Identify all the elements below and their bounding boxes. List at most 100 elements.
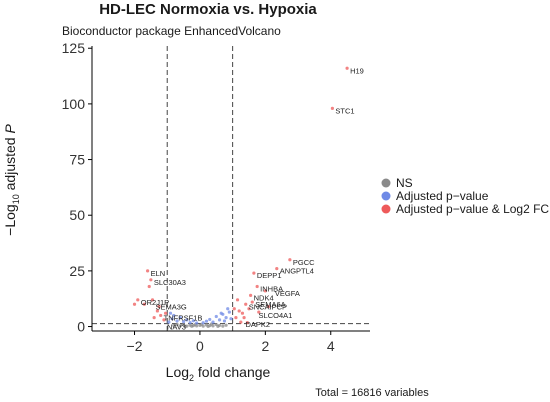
data-point [263, 289, 267, 293]
data-point [255, 284, 259, 289]
x-axis-label-prefix: Log [166, 364, 189, 380]
data-point [162, 318, 166, 322]
data-point [159, 313, 163, 318]
x-tick-label: 4 [327, 338, 335, 354]
data-point [217, 318, 222, 322]
gene-label: SLC30A3 [154, 278, 186, 287]
data-point [208, 317, 212, 322]
gene-label: ELN [151, 269, 166, 278]
gene-label: SLCO4A1 [259, 311, 293, 320]
legend-label: Adjusted p−value [396, 189, 489, 203]
data-point [183, 324, 187, 328]
data-point [150, 298, 155, 302]
gene-label: INHBA [260, 284, 283, 293]
gene-label: VEGFA [275, 289, 300, 298]
data-point [226, 307, 230, 311]
data-point [142, 302, 146, 306]
x-tick-label: −2 [127, 338, 143, 354]
data-point [229, 317, 233, 321]
gene-label: SNCAIPCP [249, 302, 287, 311]
y-axis-label-prefix: −Log [2, 204, 18, 236]
data-point [168, 311, 173, 315]
data-point [219, 311, 223, 315]
data-point [188, 320, 192, 325]
legend-swatch [381, 178, 391, 188]
gene-label: OR2J1P [141, 298, 169, 307]
y-axis-label-suffix: adjusted [2, 134, 18, 195]
legend-label: NS [396, 176, 413, 190]
data-point [170, 317, 174, 321]
data-point [237, 309, 241, 313]
data-point [136, 298, 140, 302]
data-point [175, 319, 179, 323]
data-point [244, 302, 248, 306]
data-point [185, 318, 189, 322]
chart-subtitle: Bioconductor package EnhancedVolcano [62, 24, 281, 38]
data-point [204, 319, 209, 323]
data-point [157, 304, 161, 309]
data-point [167, 320, 171, 324]
y-axis-label-italic: P [2, 124, 18, 134]
gene-label: DEPP1 [257, 271, 282, 280]
data-point [172, 313, 176, 318]
data-point [234, 316, 238, 320]
data-point [330, 106, 334, 110]
gene-label: STC1 [335, 106, 354, 115]
y-tick-label: 75 [69, 152, 85, 168]
data-point [178, 324, 182, 328]
data-point [257, 310, 261, 314]
data-point [242, 316, 246, 320]
data-point [195, 321, 199, 325]
data-point [155, 309, 160, 313]
data-point [224, 323, 228, 327]
x-tick-label: 2 [261, 338, 269, 354]
data-point [235, 298, 240, 302]
x-axis-label: Log2 fold change [166, 364, 271, 383]
cutoff-lines [92, 46, 370, 331]
data-point [221, 324, 225, 328]
y-tick-label: 100 [62, 96, 86, 112]
data-point [288, 258, 292, 262]
chart-title: HD-LEC Normoxia vs. Hypoxia [99, 1, 317, 18]
data-point [245, 320, 249, 325]
data-point [239, 320, 243, 324]
data-point [175, 322, 179, 326]
data-point [178, 316, 182, 320]
data-point [206, 324, 210, 329]
axes [91, 46, 370, 332]
plot-panel [92, 46, 370, 331]
data-point [267, 304, 271, 309]
data-point [132, 302, 137, 306]
data-point [211, 320, 215, 324]
data-point [163, 311, 168, 315]
data-point [201, 321, 205, 325]
y-axis-label-subscript: 10 [11, 194, 21, 204]
data-point [190, 324, 194, 328]
legend-swatch [381, 191, 391, 201]
data-point [172, 323, 176, 328]
data-point [227, 310, 231, 314]
data-point [214, 314, 218, 319]
data-point [345, 66, 349, 70]
gene-label: TNFRSF1B [164, 313, 203, 322]
data-point [275, 267, 279, 271]
tick-labels: −2 0 2 4 0 25 50 75 100 125 [62, 40, 335, 354]
y-tick-label: 125 [62, 40, 86, 56]
data-point [252, 271, 256, 275]
legend-label: Adjusted p−value & Log2 FC [396, 202, 549, 216]
x-axis-label-subscript: 2 [189, 373, 194, 383]
x-tick-label: 0 [196, 338, 204, 354]
data-point [152, 316, 156, 320]
data-points [132, 66, 349, 329]
data-point [181, 320, 186, 324]
gene-label: DAPK2 [245, 320, 270, 329]
gene-label: H19 [350, 66, 364, 75]
data-point [240, 311, 245, 315]
data-point [249, 293, 253, 297]
gene-labels: H19STC1PGCCANGPTL4DEPP1VEGFAINHBANDK4SEM… [141, 66, 364, 331]
data-point [146, 269, 150, 273]
data-point [191, 319, 195, 323]
y-tick-label: 25 [69, 263, 85, 279]
data-point [250, 300, 254, 304]
